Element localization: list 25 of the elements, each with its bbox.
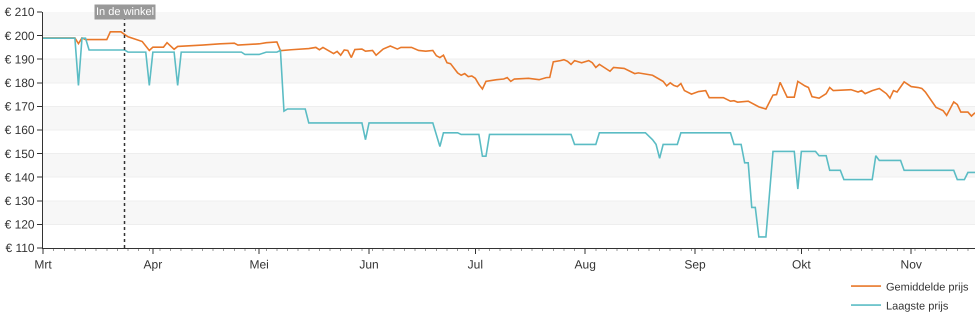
legend-label: Gemiddelde prijs	[886, 281, 970, 294]
ref-line-label: In de winkel	[96, 6, 154, 18]
x-tick-label: Mei	[250, 257, 269, 272]
y-tick-label: € 150	[4, 146, 35, 161]
y-tick-label: € 210	[4, 5, 35, 20]
y-tick-label: € 170	[4, 100, 35, 114]
y-tick-label: € 200	[4, 28, 35, 43]
y-tick-label: € 140	[4, 170, 35, 184]
x-tick-label: Mrt	[34, 257, 52, 272]
x-tick-label: Apr	[144, 257, 162, 272]
x-tick-label: Jul	[468, 257, 483, 272]
y-tick-label: € 120	[4, 218, 35, 232]
y-tick-label: € 130	[4, 194, 35, 208]
line-series	[43, 37, 975, 238]
legend-label: Laagste prijs	[886, 300, 949, 312]
x-tick-label: Okt	[792, 257, 812, 272]
y-tick-label: € 190	[4, 52, 35, 66]
x-tick-label: Nov	[900, 257, 922, 272]
line-series	[43, 31, 975, 117]
x-tick-label: Aug	[574, 257, 596, 272]
y-tick-label: € 180	[4, 76, 35, 90]
x-tick-label: Jun	[359, 257, 379, 272]
y-tick-label: € 160	[4, 123, 35, 138]
x-tick-label: Sep	[684, 257, 706, 272]
y-tick-label: € 110	[5, 241, 35, 256]
